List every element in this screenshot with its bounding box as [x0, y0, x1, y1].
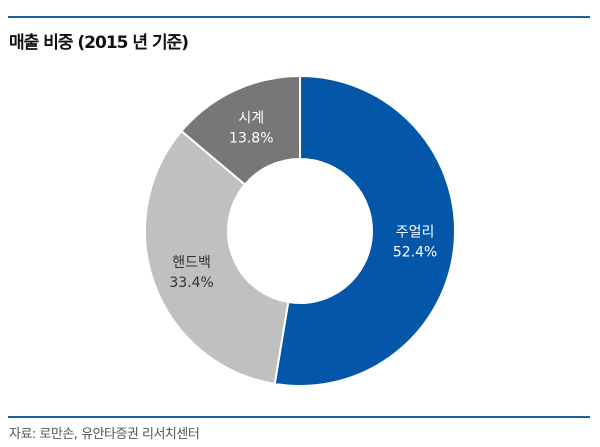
- bottom-rule: [8, 416, 590, 418]
- slice-value-label: 33.4%: [169, 275, 213, 291]
- slice-2: [180, 74, 301, 187]
- slice-1: [144, 129, 290, 386]
- top-rule: [8, 16, 590, 18]
- slice-category-label: 시계: [238, 110, 264, 126]
- slice-0: [273, 74, 456, 387]
- slice-category-label: 주얼리: [396, 224, 435, 240]
- source-note: 자료: 로만손, 유안타증권 리서치센터: [9, 427, 200, 442]
- slice-value-label: 13.8%: [229, 130, 273, 146]
- slice-value-label: 52.4%: [393, 244, 437, 260]
- slice-category-label: 핸드백: [172, 255, 211, 271]
- chart-title: 매출 비중 (2015 년 기준): [9, 33, 189, 53]
